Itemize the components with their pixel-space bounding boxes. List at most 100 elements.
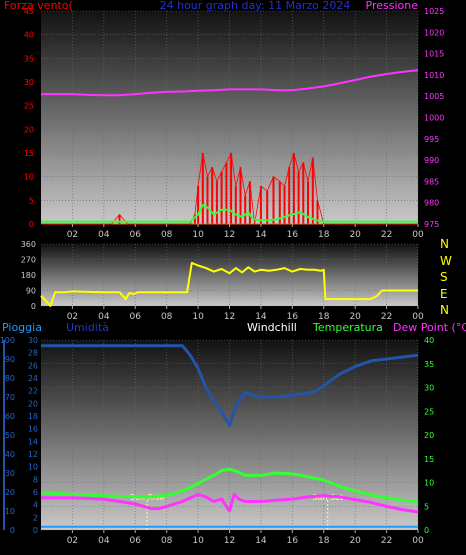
temp-hour-label: 08: [161, 536, 173, 546]
humidity-tick-label: 40: [5, 450, 15, 459]
dewpoint-legend: Dew Point (°C): [393, 321, 466, 334]
direction-line: [40, 261, 418, 307]
pressure-tick-label: 985: [424, 177, 439, 186]
gust-bar: [220, 171, 223, 224]
dir-hour-label: 14: [255, 312, 267, 322]
rain-tick-label: 0: [33, 526, 38, 535]
rain-tick-label: 12: [28, 450, 38, 459]
temp-tick-label: 35: [424, 360, 434, 369]
temp-hour-label: 16: [287, 536, 299, 546]
pressure-tick-label: 975: [424, 220, 439, 229]
rain-tick-label: 16: [28, 425, 38, 434]
humidity-tick-label: 70: [5, 393, 15, 402]
humidity-line: [41, 344, 419, 427]
gust-bar: [239, 167, 242, 224]
temp-hour-label: 22: [381, 536, 392, 546]
temp-tick-label: 5: [424, 502, 429, 511]
gust-bar: [259, 186, 262, 224]
gust-bar: [197, 186, 200, 224]
gust-bar: [288, 167, 291, 224]
temperature-line: [40, 467, 419, 503]
humidity-tick-label: 20: [5, 488, 15, 497]
gust-bar: [206, 176, 209, 224]
dir-tick-label: 180: [21, 271, 36, 280]
humidity-tick-label: 10: [5, 507, 15, 516]
windchill-legend: Windchill: [247, 321, 297, 334]
wind-tick-label: 0: [29, 220, 34, 229]
gust-bar: [201, 153, 204, 224]
temperature-humidity-hour-ticks: 02 04 06 08 10 12 14 16 18 20 22 00: [67, 530, 424, 546]
wind-hour-label: 18: [318, 230, 330, 240]
wind-hour-label: 22: [381, 230, 392, 240]
dir-label-n1: N: [440, 237, 449, 251]
gust-bar: [307, 181, 309, 224]
gust-bar: [215, 181, 218, 224]
pressure-tick-label: 1000: [424, 114, 444, 123]
gust-bar: [211, 167, 214, 224]
pressure-axis-title: Pressione: [366, 0, 419, 12]
gust-bar: [118, 214, 121, 224]
temperature-ticks: 0 5 10 15 20 25 30 35 40: [424, 336, 434, 535]
pressure-tick-label: 1020: [424, 28, 444, 37]
dir-tick-label: 270: [21, 256, 36, 265]
dir-label-e: E: [440, 287, 448, 301]
temp-tick-label: 20: [424, 431, 434, 440]
rain-axis-title: Pioggia: [2, 321, 42, 334]
gust-line: [41, 152, 418, 225]
pressure-tick-label: 1025: [424, 7, 444, 16]
rain-tick-label: 10: [28, 463, 38, 472]
wind-hour-label: 14: [255, 230, 267, 240]
wind-hour-label: 02: [67, 230, 78, 240]
pressure-tick-label: 1005: [424, 92, 444, 101]
wind-ticks: 0 5 10 15 20 25 30 35 40 45: [24, 7, 34, 229]
dir-hour-label: 12: [224, 312, 235, 322]
gust-bar: [266, 190, 269, 224]
wind-tick-label: 40: [24, 31, 34, 40]
gust-bar: [248, 181, 251, 224]
graph-title: 24 hour graph day: 11 Marzo 2024: [160, 0, 351, 12]
rain-tick-label: 6: [33, 488, 38, 497]
wind-tick-label: 30: [24, 78, 34, 87]
wind-tick-label: 25: [24, 102, 34, 111]
temp-hour-label: 06: [130, 536, 142, 546]
humidity-tick-label: 50: [5, 431, 15, 440]
rain-tick-label: 20: [28, 399, 38, 408]
wind-pressure-plot-area: [41, 11, 418, 224]
wind-tick-label: 15: [24, 149, 34, 158]
gust-bar: [283, 186, 286, 224]
temp-hour-label: 18: [318, 536, 330, 546]
humidity-tick-label: 90: [5, 355, 15, 364]
wind-tick-label: 35: [24, 54, 34, 63]
dir-label-s: S: [440, 270, 448, 284]
humidity-tick-label: 0: [10, 526, 15, 535]
temp-hour-label: 12: [224, 536, 235, 546]
rain-tick-label: 18: [28, 412, 38, 421]
humidity-axis-title: Umidità: [66, 321, 109, 334]
avg-wind-line: [41, 204, 418, 223]
wind-gust-bars: [118, 153, 319, 224]
wind-direction-series: [40, 261, 418, 307]
pressure-ticks: 975 980 985 990 995 1000 1005 1010 1015 1020 1025: [424, 7, 444, 229]
dewpoint-line: [41, 492, 419, 514]
humidity-tick-label: 30: [5, 469, 15, 478]
wind-hour-label: 04: [98, 230, 110, 240]
wind-tick-label: 5: [29, 196, 34, 205]
temp-tick-label: 25: [424, 407, 434, 416]
dir-label-n2: N: [440, 303, 449, 317]
rain-tick-label: 24: [28, 374, 38, 383]
humidity-tick-label: 60: [5, 412, 15, 421]
temp-tick-label: 0: [424, 526, 429, 535]
dir-hour-label: 16: [287, 312, 299, 322]
gust-bar: [278, 181, 281, 224]
temp-hour-label: 00: [412, 536, 424, 546]
temp-hour-label: 20: [349, 536, 361, 546]
pressure-tick-label: 995: [424, 135, 439, 144]
temp-hour-label: 02: [67, 536, 78, 546]
dir-tick-label: 0: [31, 302, 36, 311]
wind-hour-label: 00: [412, 230, 424, 240]
temp-tick-label: 30: [424, 384, 434, 393]
